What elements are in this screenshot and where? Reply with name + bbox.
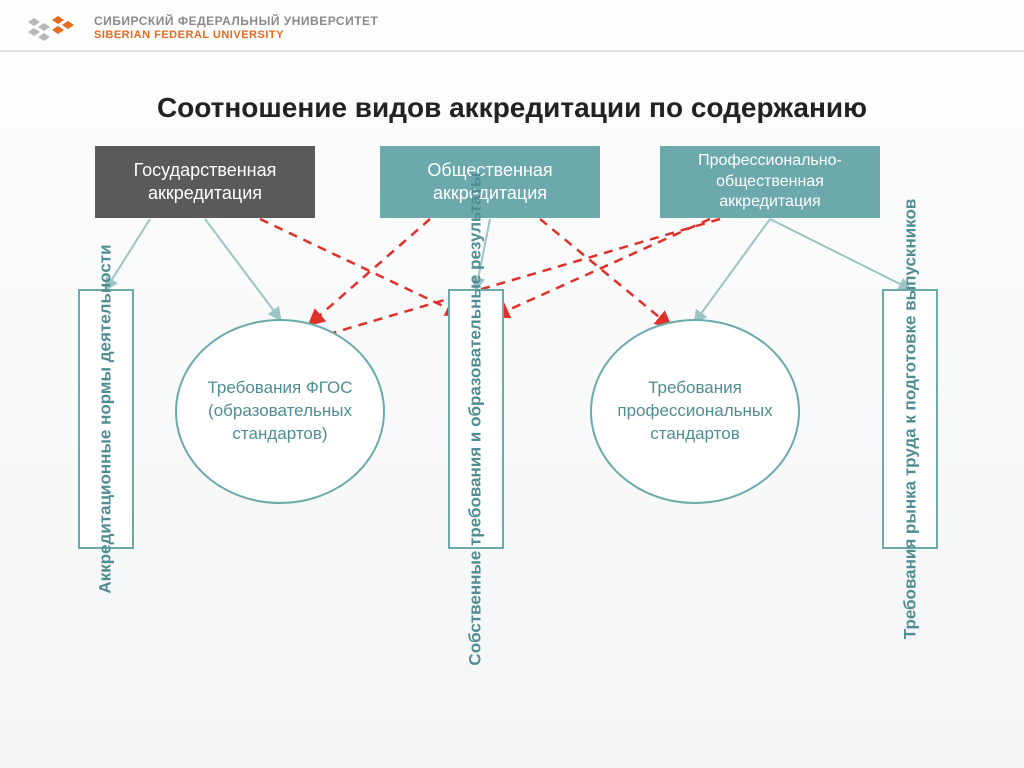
header: СИБИРСКИЙ ФЕДЕРАЛЬНЫЙ УНИВЕРСИТЕТ SIBERI… — [0, 0, 1024, 52]
vertical-box-own: Собственные требования и образовательные… — [448, 289, 504, 549]
arrows-layer — [0, 144, 1024, 704]
vertical-box-norms: Аккредитационные нормы деятельности — [78, 289, 134, 549]
top-box-prof: Профессионально-общественная аккредитаци… — [660, 146, 880, 218]
slide-title: Соотношение видов аккредитации по содерж… — [20, 92, 1004, 124]
university-name-en: SIBERIAN FEDERAL UNIVERSITY — [94, 29, 378, 42]
top-box-pub: Общественная аккредитация — [380, 146, 600, 218]
university-logo-icon — [28, 12, 80, 44]
ellipse-fgos: Требования ФГОС (образовательных стандар… — [175, 319, 385, 504]
ellipse-prof_std: Требования профессиональных стандартов — [590, 319, 800, 504]
top-box-gov: Государственная аккредитация — [95, 146, 315, 218]
diagram-canvas: Государственная аккредитация Общественная… — [0, 144, 1024, 704]
university-name-block: СИБИРСКИЙ ФЕДЕРАЛЬНЫЙ УНИВЕРСИТЕТ SIBERI… — [94, 15, 378, 41]
vertical-box-market: Требования рынка труда к подготовке выпу… — [882, 289, 938, 549]
university-name-ru: СИБИРСКИЙ ФЕДЕРАЛЬНЫЙ УНИВЕРСИТЕТ — [94, 15, 378, 29]
